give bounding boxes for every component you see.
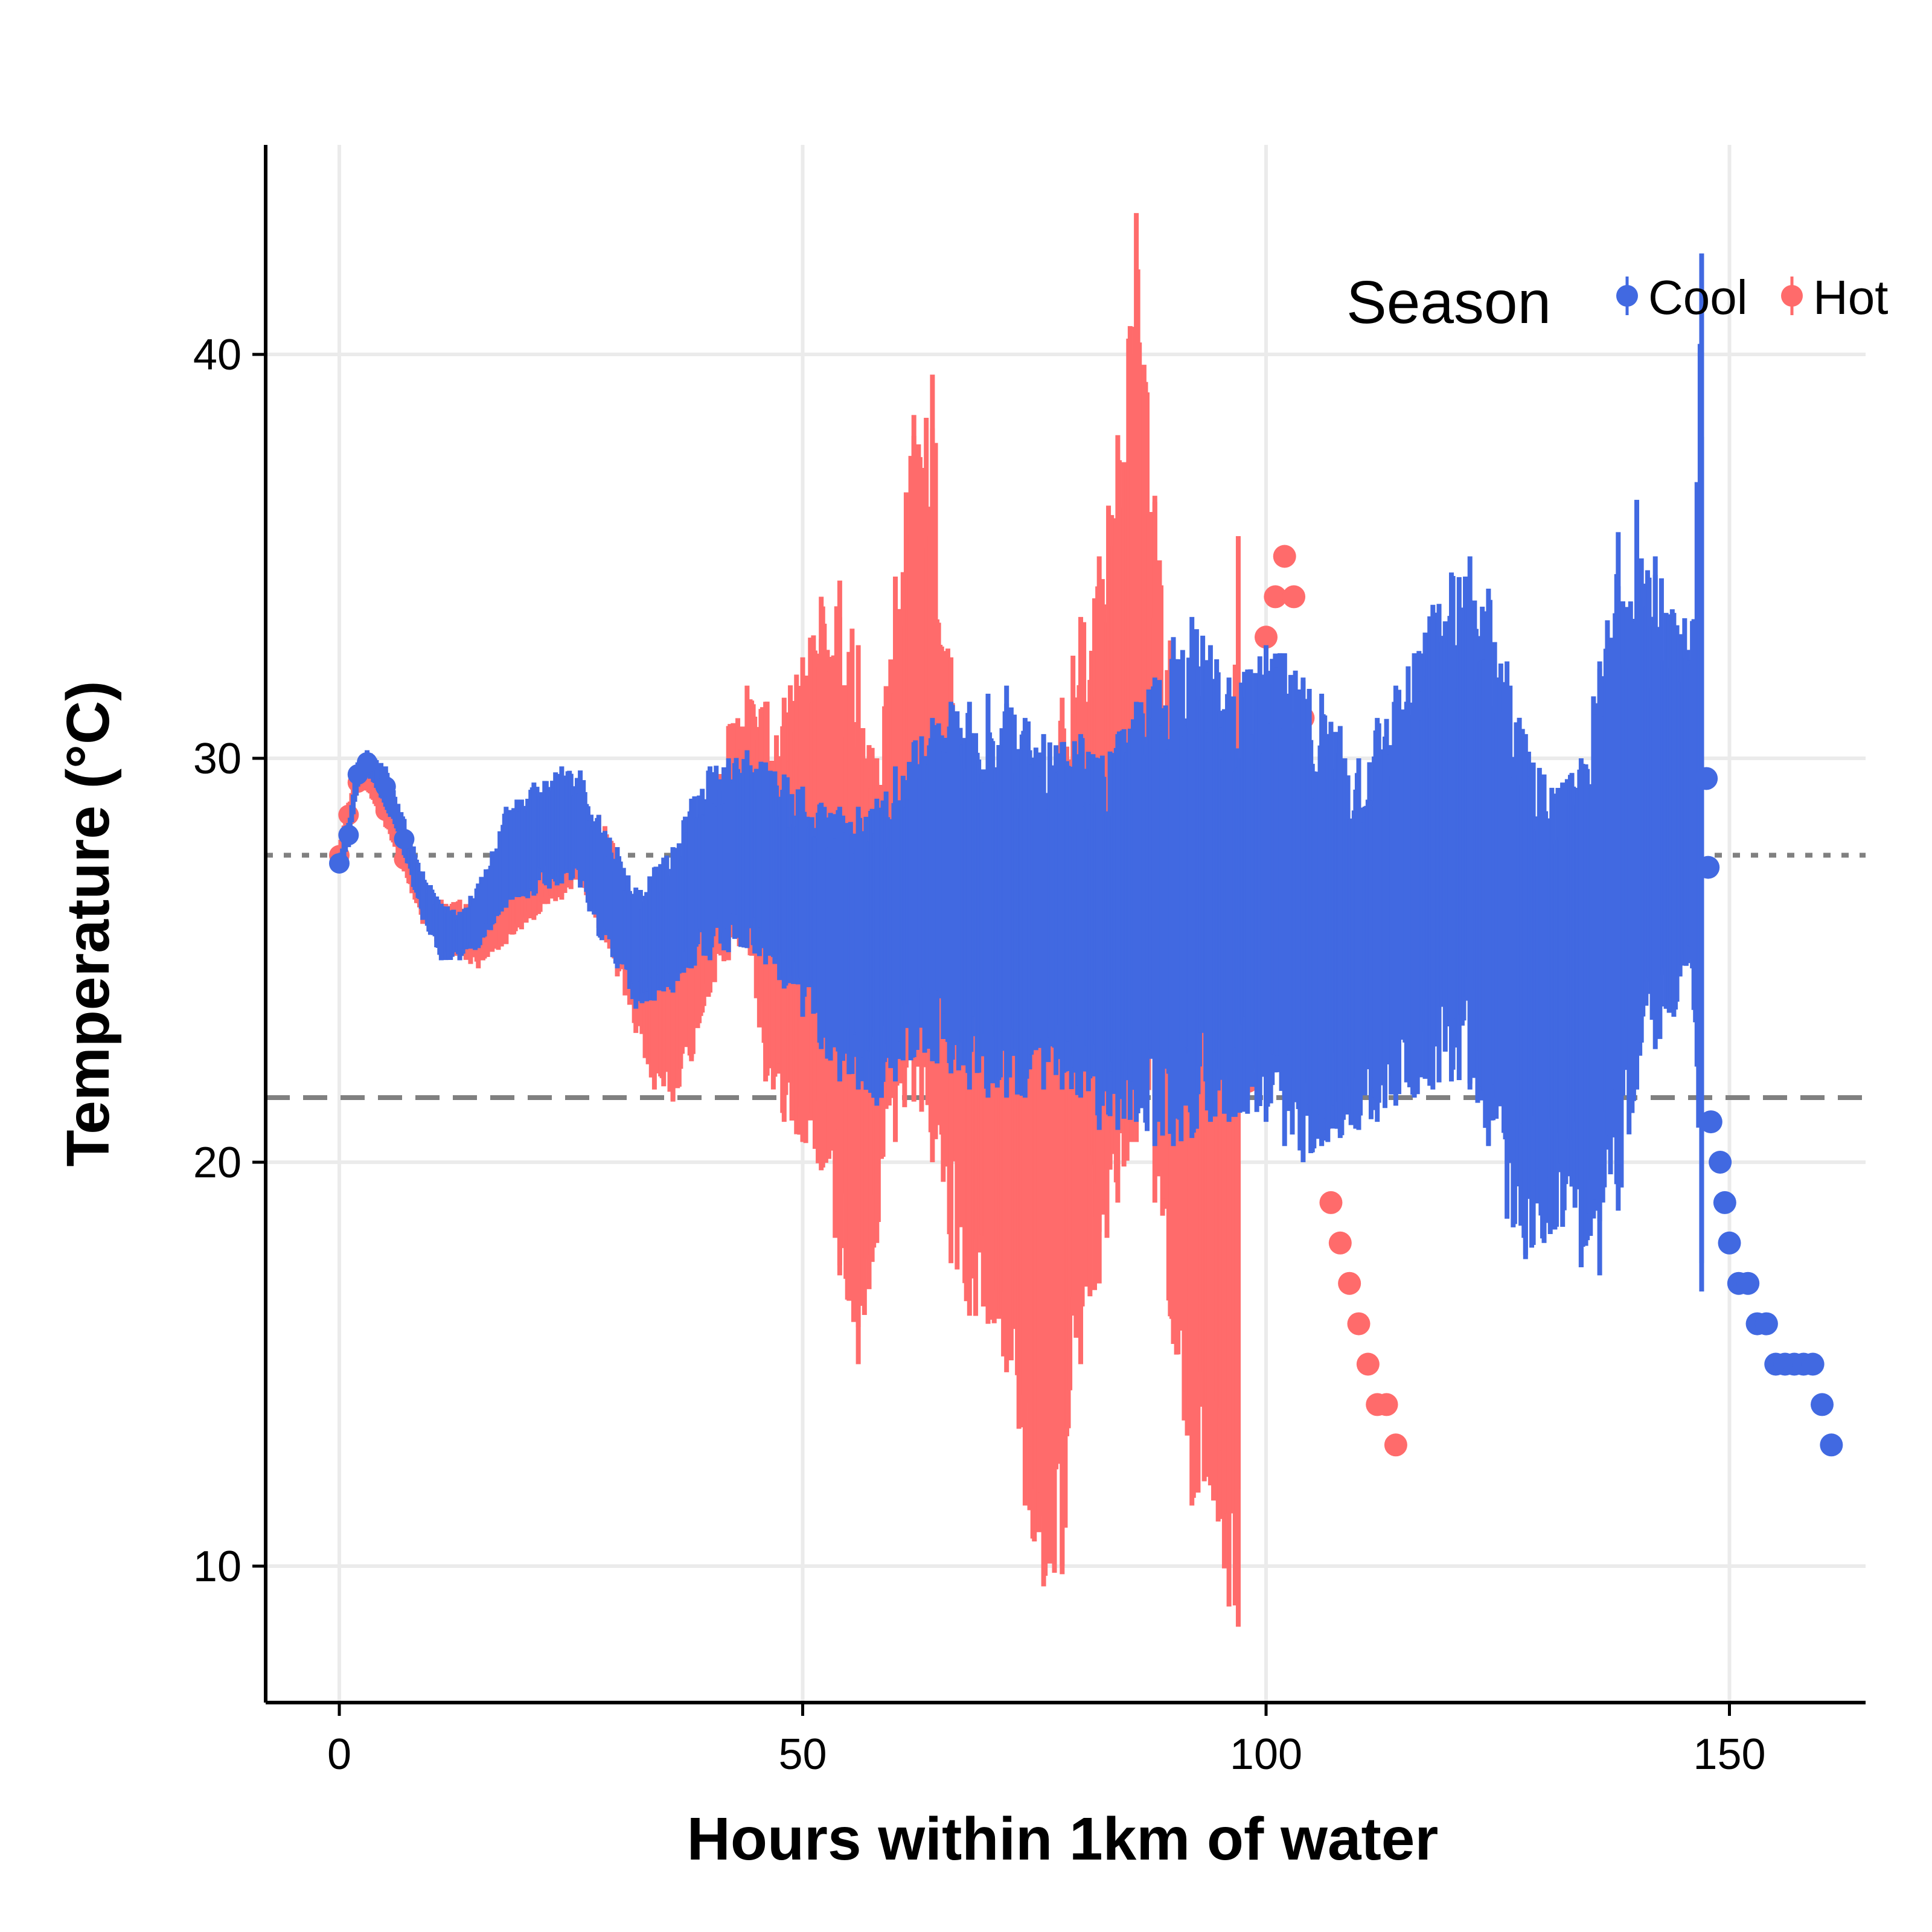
legend-key-cool-dot	[1616, 285, 1638, 307]
data-point	[1264, 585, 1287, 609]
data-point	[1282, 585, 1306, 609]
x-axis-title: Hours within 1km of water	[687, 1805, 1439, 1873]
data-point	[329, 852, 350, 874]
data-point	[1347, 1312, 1371, 1335]
data-point	[394, 828, 415, 849]
legend-key-hot-dot	[1781, 285, 1803, 307]
data-point	[1709, 1151, 1732, 1174]
x-tick-label: 150	[1693, 1730, 1765, 1779]
y-tick-label: 10	[193, 1543, 242, 1591]
data-point	[1384, 1433, 1407, 1457]
y-tick-label: 30	[193, 735, 242, 783]
data-point	[1754, 1312, 1778, 1335]
data-point	[1356, 1352, 1380, 1376]
data-point	[1695, 767, 1718, 790]
y-axis-title: Temperature (°C)	[54, 681, 122, 1167]
legend-label-hot: Hot	[1813, 270, 1889, 324]
data-point	[1338, 1271, 1361, 1295]
data-point	[1820, 1433, 1843, 1457]
data-point	[1736, 1271, 1760, 1295]
data-point	[1328, 1231, 1352, 1255]
data-point	[1811, 1393, 1834, 1416]
data-point	[1699, 1110, 1722, 1134]
y-tick-label: 40	[193, 331, 242, 379]
data-point	[338, 825, 359, 846]
legend-item-cool: Cool	[1616, 270, 1748, 324]
legend: Season Cool Hot	[1346, 269, 1889, 336]
axes	[252, 145, 1866, 1716]
data-point	[375, 776, 396, 797]
x-tick-label: 50	[778, 1730, 827, 1779]
data-point	[1255, 625, 1278, 649]
x-tick-label: 0	[327, 1730, 351, 1779]
tick-labels: 0 50 100 150 10 20 30 40	[193, 331, 1766, 1779]
data-point	[1718, 1231, 1741, 1255]
data-point	[1273, 545, 1296, 568]
data-series	[329, 213, 1843, 1627]
legend-label-cool: Cool	[1648, 270, 1748, 324]
data-point	[1375, 1393, 1398, 1416]
x-tick-label: 100	[1230, 1730, 1302, 1779]
legend-title: Season	[1346, 269, 1551, 336]
legend-item-hot: Hot	[1781, 270, 1889, 324]
data-point	[1801, 1352, 1825, 1376]
y-tick-label: 20	[193, 1139, 242, 1187]
data-point	[357, 752, 378, 773]
series-cool	[329, 253, 1843, 1457]
data-point	[1319, 1191, 1343, 1214]
data-point	[1697, 856, 1720, 879]
data-point	[1713, 1191, 1736, 1214]
